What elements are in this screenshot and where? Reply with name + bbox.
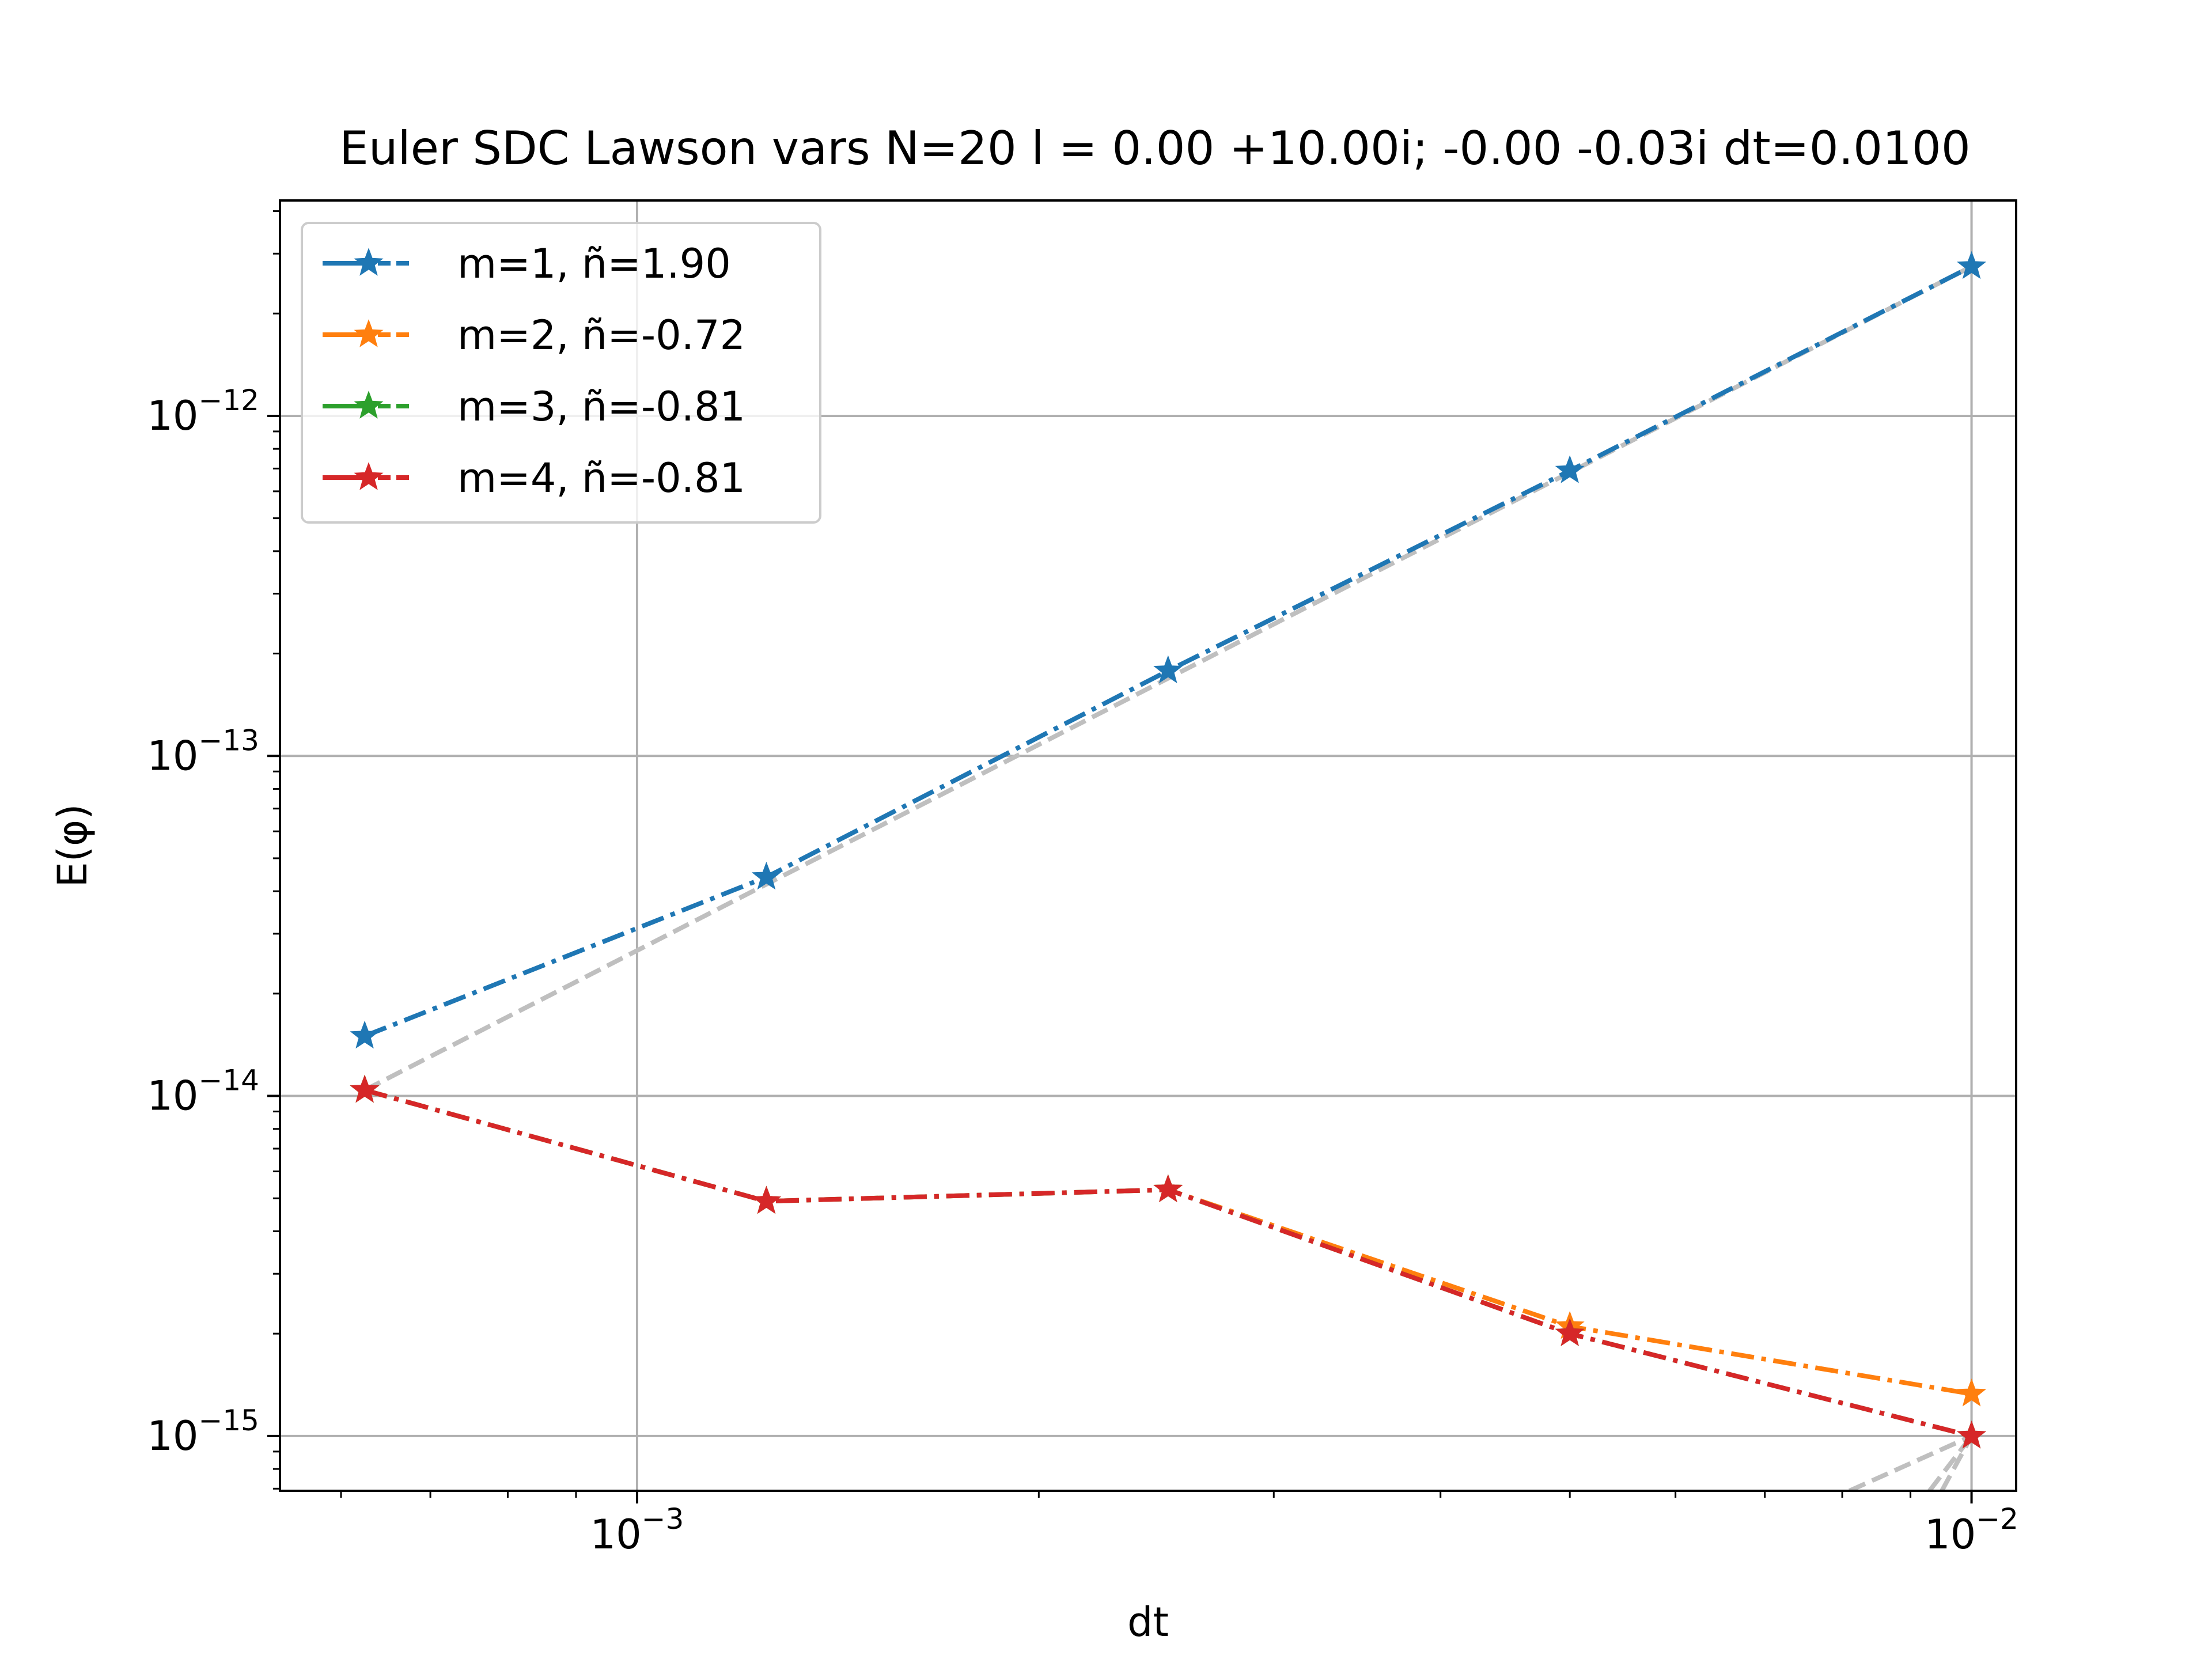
legend-label: m=3, ñ=-0.81 xyxy=(457,383,745,430)
data-point xyxy=(1956,1378,1987,1407)
data-point xyxy=(350,1020,380,1049)
legend-entry: m=4, ñ=-0.81 xyxy=(323,454,745,502)
reference-line xyxy=(1848,1434,1973,1491)
data-point xyxy=(1956,251,1987,279)
x-tick-label: 10−3 xyxy=(590,1502,684,1558)
legend-entry: m=1, ñ=1.90 xyxy=(323,240,731,287)
legend-box xyxy=(301,222,821,524)
legend-label: m=2, ñ=-0.72 xyxy=(457,312,745,359)
series-1 xyxy=(350,251,1987,1049)
legend-entry: m=3, ñ=-0.81 xyxy=(323,383,745,430)
y-tick-label: 10−15 xyxy=(147,1404,259,1460)
legend-entry: m=2, ñ=-0.72 xyxy=(323,312,745,359)
data-point xyxy=(751,861,782,890)
data-point xyxy=(1555,1318,1585,1346)
y-axis-label: E(φ) xyxy=(49,804,96,887)
legend-marker xyxy=(354,319,384,347)
series-4 xyxy=(350,1074,1987,1449)
x-axis-label: dt xyxy=(1127,1599,1169,1646)
legend-label: m=4, ñ=-0.81 xyxy=(457,454,745,502)
chart-title: Euler SDC Lawson vars N=20 l = 0.00 +10.… xyxy=(339,122,1970,175)
reference-line xyxy=(363,264,1973,1093)
data-point xyxy=(1153,1174,1183,1203)
x-tick-label: 10−2 xyxy=(1925,1502,2018,1558)
data-point xyxy=(1956,1421,1987,1449)
data-point xyxy=(1555,455,1585,483)
y-tick-label: 10−14 xyxy=(147,1064,259,1120)
data-series xyxy=(350,251,1987,1449)
legend: m=1, ñ=1.90 m=2, ñ=-0.72 m=3, ñ=-0.81 m=4, … xyxy=(301,222,821,524)
legend-marker xyxy=(354,248,384,276)
y-tick-label: 10−13 xyxy=(147,724,259,779)
data-point xyxy=(350,1074,380,1103)
legend-marker xyxy=(354,462,384,490)
data-point xyxy=(1153,655,1183,684)
legend-label: m=1, ñ=1.90 xyxy=(457,240,731,287)
axis-ticks: 10−3 10−2 10−12 10−13 10−14 10−15 xyxy=(147,210,2018,1558)
legend-marker xyxy=(354,391,384,419)
plot-area-frame xyxy=(279,199,2017,1492)
y-tick-label: 10−12 xyxy=(147,384,259,440)
data-point xyxy=(751,1185,782,1214)
